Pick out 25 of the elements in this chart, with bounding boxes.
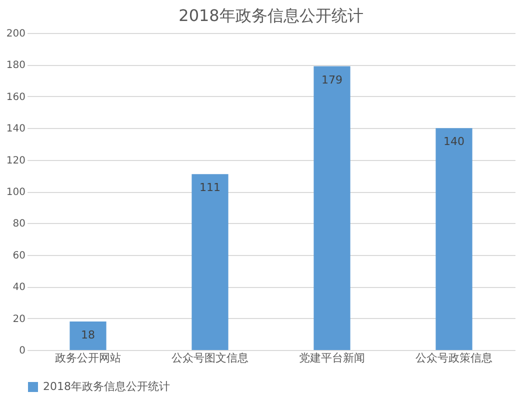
chart-title: 2018年政务信息公开统计: [178, 6, 364, 25]
y-tick-label: 160: [6, 92, 26, 103]
y-tick-label: 120: [6, 155, 26, 166]
x-tick-label: 政务公开网站: [55, 352, 121, 364]
data-label: 111: [200, 181, 220, 194]
y-tick-label: 80: [12, 218, 26, 230]
y-tick-label: 200: [6, 28, 26, 40]
data-label: 140: [444, 135, 464, 148]
y-tick-label: 100: [6, 187, 26, 198]
data-label: 18: [81, 328, 95, 342]
x-tick-label: 公众号政策信息: [416, 352, 492, 364]
y-tick-label: 0: [19, 346, 26, 356]
bar: [192, 174, 228, 350]
data-label: 179: [322, 73, 342, 86]
bar: [314, 66, 350, 350]
y-tick-label: 40: [12, 282, 26, 294]
x-tick-label: 公众号图文信息: [172, 352, 248, 364]
y-tick-label: 180: [6, 60, 26, 72]
y-tick-label: 20: [12, 314, 26, 325]
x-tick-label: 党建平台新闻: [299, 352, 365, 364]
legend-label: 2018年政务信息公开统计: [43, 380, 170, 393]
bar: [436, 128, 472, 350]
y-tick-label: 140: [6, 124, 26, 135]
y-tick-label: 60: [12, 250, 26, 262]
bar: [70, 321, 106, 350]
